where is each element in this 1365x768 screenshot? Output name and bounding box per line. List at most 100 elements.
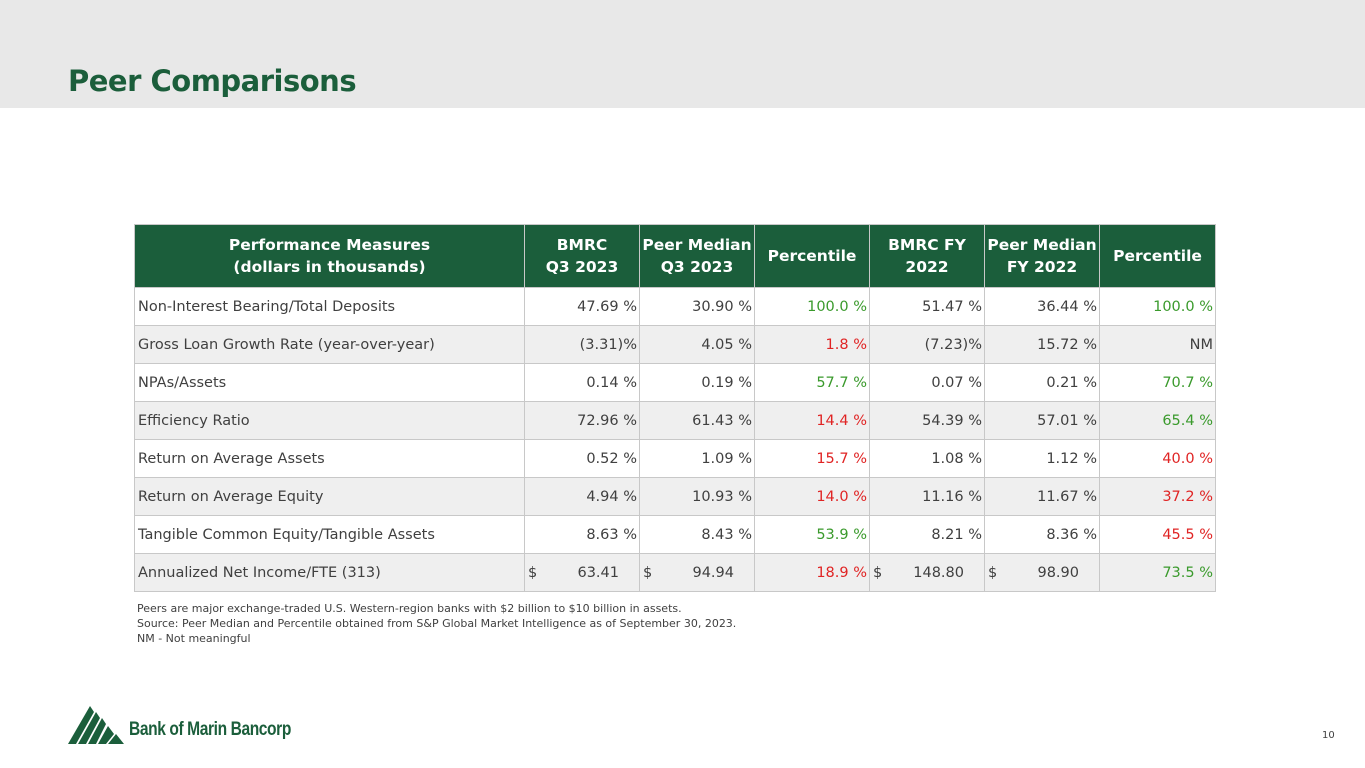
header-line: 2022 — [905, 258, 949, 276]
cell-value: 61.43 % — [692, 412, 752, 429]
header-line: BMRC — [556, 236, 608, 254]
footnotes: Peers are major exchange-traded U.S. Wes… — [137, 601, 736, 646]
cell-value: 8.36 % — [1046, 526, 1097, 543]
row-label: Tangible Common Equity/Tangible Assets — [134, 515, 525, 554]
header-line: Q3 2023 — [660, 258, 734, 276]
cell-value: 14.4 % — [816, 412, 867, 429]
row-label: Return on Average Assets — [134, 439, 525, 478]
value-cell: (3.31)% — [524, 325, 640, 364]
header-line: Performance Measures — [228, 236, 431, 254]
currency: $ — [873, 564, 883, 581]
header-line: Peer Median — [987, 236, 1097, 254]
cell-value: 51.47 % — [922, 298, 982, 315]
value-cell: 1.12 % — [984, 439, 1100, 478]
column-header: Peer Median Q3 2023 — [639, 224, 755, 288]
row-label: NPAs/Assets — [134, 363, 525, 402]
value-cell: 72.96 % — [524, 401, 640, 440]
cell-value: 0.14 % — [586, 374, 637, 391]
value-cell: (7.23)% — [869, 325, 985, 364]
column-header: Performance Measures (dollars in thousand… — [134, 224, 525, 288]
header-line: FY 2022 — [1006, 258, 1078, 276]
header-line: Percentile — [767, 247, 857, 265]
cell-value: 98.90 — [1037, 564, 1079, 581]
cell-value: 0.07 % — [931, 374, 982, 391]
cell-value: 70.7 % — [1162, 374, 1213, 391]
table-row: Efficiency Ratio 72.96 % 61.43 % 14.4 % 54.3… — [134, 401, 1216, 440]
value-cell: 0.07 % — [869, 363, 985, 402]
value-cell: 1.8 % — [754, 325, 870, 364]
value-cell: 61.43 % — [639, 401, 755, 440]
table-row: Return on Average Assets 0.52 % 1.09 % 15.7… — [134, 439, 1216, 478]
value-cell: 73.5 % — [1099, 553, 1216, 592]
cell-value: 73.5 % — [1162, 564, 1213, 581]
cell-value: 8.21 % — [931, 526, 982, 543]
table-row: Gross Loan Growth Rate (year-over-year) (… — [134, 325, 1216, 364]
cell-value: 15.72 % — [1037, 336, 1097, 353]
value-cell: 11.67 % — [984, 477, 1100, 516]
header-line: Q3 2023 — [545, 258, 619, 276]
value-cell: 14.4 % — [754, 401, 870, 440]
column-header: BMRC FY 2022 — [869, 224, 985, 288]
cell-value: 1.8 % — [825, 336, 867, 353]
cell-value: 36.44 % — [1037, 298, 1097, 315]
footnote: Peers are major exchange-traded U.S. Wes… — [137, 602, 682, 615]
value-cell: 0.52 % — [524, 439, 640, 478]
value-cell: 0.14 % — [524, 363, 640, 402]
footnote: NM - Not meaningful — [137, 632, 251, 645]
table-row: Non-Interest Bearing/Total Deposits 47.69… — [134, 287, 1216, 326]
cell-value: 37.2 % — [1162, 488, 1213, 505]
footnote: Source: Peer Median and Percentile obtai… — [137, 617, 737, 630]
cell-value: (7.23)% — [924, 336, 982, 353]
value-cell: $148.80 — [869, 553, 985, 592]
cell-value: 53.9 % — [816, 526, 867, 543]
header-line: Peer Median — [642, 236, 752, 254]
value-cell: 0.19 % — [639, 363, 755, 402]
cell-value: 57.7 % — [816, 374, 867, 391]
value-cell: 1.08 % — [869, 439, 985, 478]
row-label: Efficiency Ratio — [134, 401, 525, 440]
currency: $ — [988, 564, 998, 581]
cell-value: 45.5 % — [1162, 526, 1213, 543]
cell-value: 4.94 % — [586, 488, 637, 505]
header-band — [0, 0, 1365, 108]
header-row: Performance Measures (dollars in thousand… — [134, 224, 1216, 288]
value-cell: 57.01 % — [984, 401, 1100, 440]
cell-value: 40.0 % — [1162, 450, 1213, 467]
slide-title: Peer Comparisons — [68, 64, 357, 98]
value-cell: 65.4 % — [1099, 401, 1216, 440]
currency: $ — [643, 564, 653, 581]
value-cell: 30.90 % — [639, 287, 755, 326]
cell-value: 148.80 — [913, 564, 964, 581]
value-cell: 4.05 % — [639, 325, 755, 364]
value-cell: 8.43 % — [639, 515, 755, 554]
currency: $ — [528, 564, 538, 581]
column-header: Percentile — [754, 224, 870, 288]
cell-value: 65.4 % — [1162, 412, 1213, 429]
cell-value: 1.08 % — [931, 450, 982, 467]
value-cell: $98.90 — [984, 553, 1100, 592]
value-cell: 1.09 % — [639, 439, 755, 478]
value-cell: 40.0 % — [1099, 439, 1216, 478]
value-cell: 70.7 % — [1099, 363, 1216, 402]
cell-value: 14.0 % — [816, 488, 867, 505]
value-cell: 53.9 % — [754, 515, 870, 554]
cell-value: 94.94 — [692, 564, 734, 581]
header-line: BMRC FY — [888, 236, 966, 254]
cell-value: (3.31)% — [579, 336, 637, 353]
value-cell: 18.9 % — [754, 553, 870, 592]
value-cell: 8.21 % — [869, 515, 985, 554]
cell-value: NM — [1189, 336, 1213, 353]
value-cell: 37.2 % — [1099, 477, 1216, 516]
cell-value: 47.69 % — [577, 298, 637, 315]
cell-value: 30.90 % — [692, 298, 752, 315]
row-label: Gross Loan Growth Rate (year-over-year) — [134, 325, 525, 364]
logo-mark — [68, 706, 124, 744]
cell-value: 11.67 % — [1037, 488, 1097, 505]
header-line: Percentile — [1113, 247, 1202, 265]
value-cell: 36.44 % — [984, 287, 1100, 326]
value-cell: 100.0 % — [754, 287, 870, 326]
cell-value: 8.43 % — [701, 526, 752, 543]
cell-value: 57.01 % — [1037, 412, 1097, 429]
value-cell: NM — [1099, 325, 1216, 364]
